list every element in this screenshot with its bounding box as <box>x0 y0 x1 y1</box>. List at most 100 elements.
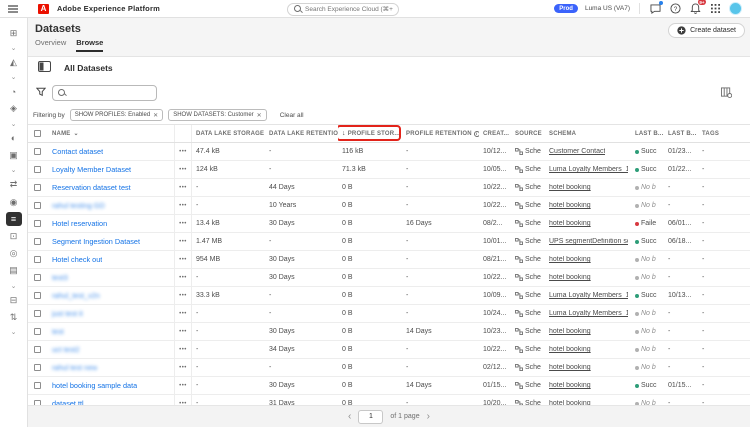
schemas-icon[interactable]: ⊟ <box>9 294 18 305</box>
schema-link[interactable]: hotel booking <box>549 382 591 389</box>
row-checkbox[interactable] <box>34 166 41 173</box>
schema-link[interactable]: Luma Loyalty Members_16... <box>549 166 628 173</box>
dashboards-icon[interactable]: ▤ <box>9 265 18 276</box>
row-actions-button[interactable]: ••• <box>179 400 187 407</box>
schema-link[interactable]: hotel booking <box>549 328 591 335</box>
dataset-name-link[interactable]: rahul_test_v2n <box>52 291 100 300</box>
row-checkbox[interactable] <box>34 328 41 335</box>
dataset-name-link[interactable]: Reservation dataset test <box>52 183 131 192</box>
row-actions-button[interactable]: ••• <box>179 148 187 155</box>
dataset-name-link[interactable]: Segment Ingestion Dataset <box>52 237 141 246</box>
dataset-name-link[interactable]: rahul testing GD <box>52 201 105 210</box>
row-checkbox[interactable] <box>34 382 41 389</box>
help-icon[interactable]: ? <box>669 2 682 15</box>
col-header-name[interactable]: NAME ⌄ <box>52 130 79 138</box>
dataset-name-link[interactable]: uct test2 <box>52 345 80 354</box>
segments-icon[interactable]: ◈ <box>10 103 17 114</box>
chevron-down-icon[interactable]: ⌄ <box>10 329 17 337</box>
schema-link[interactable]: Luma Loyalty Members_16... <box>549 292 628 299</box>
notifications-bell-icon[interactable]: 9+ <box>689 0 706 15</box>
select-all-checkbox[interactable] <box>34 130 41 137</box>
next-page-button[interactable]: › <box>426 410 430 422</box>
schema-link[interactable]: hotel booking <box>549 400 591 407</box>
row-checkbox[interactable] <box>34 220 41 227</box>
dataset-name-link[interactable]: Loyalty Member Dataset <box>52 165 132 174</box>
row-actions-button[interactable]: ••• <box>179 274 187 281</box>
dataset-search-input[interactable] <box>69 89 154 96</box>
queries-icon[interactable]: ⊡ <box>9 230 18 241</box>
datasets-icon[interactable]: ≡ <box>5 212 22 227</box>
col-header-last-batch-date[interactable]: LAST B... <box>668 130 697 137</box>
schema-link[interactable]: hotel booking <box>549 346 591 353</box>
schema-link[interactable]: hotel booking <box>549 220 591 227</box>
create-dataset-button[interactable]: Create dataset <box>668 23 745 38</box>
connections-icon[interactable]: ⊞ <box>9 27 18 38</box>
close-icon[interactable]: ✕ <box>153 112 159 119</box>
row-actions-button[interactable]: ••• <box>179 256 187 263</box>
row-actions-button[interactable]: ••• <box>179 364 187 371</box>
places-icon[interactable]: ◉ <box>9 196 18 207</box>
dataset-name-link[interactable]: hotel booking sample data <box>52 381 138 390</box>
chevron-down-icon[interactable]: ⌄ <box>10 282 17 290</box>
close-icon[interactable]: ✕ <box>256 112 262 119</box>
row-actions-button[interactable]: ••• <box>179 238 187 245</box>
schema-link[interactable]: hotel booking <box>549 184 591 191</box>
dataset-name-link[interactable]: dataset ttl <box>52 399 84 408</box>
chevron-down-icon[interactable]: ⌄ <box>10 74 17 82</box>
browser-icon[interactable]: ▣ <box>9 150 18 160</box>
panel-toggle-icon[interactable] <box>38 59 51 77</box>
workflows-icon[interactable]: ⇄ <box>9 179 18 190</box>
feedback-icon[interactable] <box>649 1 663 15</box>
dataset-search-box[interactable] <box>52 84 157 101</box>
dataset-name-link[interactable]: test3 <box>52 273 68 282</box>
experience-events-icon[interactable]: ◐ <box>10 133 17 144</box>
dataset-name-link[interactable]: Hotel reservation <box>52 219 108 228</box>
row-checkbox[interactable] <box>34 310 41 317</box>
page-number-input[interactable] <box>358 409 384 424</box>
row-actions-button[interactable]: ••• <box>179 346 187 353</box>
row-checkbox[interactable] <box>34 202 41 209</box>
menu-icon[interactable] <box>8 4 18 13</box>
col-header-created[interactable]: CREAT... <box>483 130 510 137</box>
row-checkbox[interactable] <box>34 274 41 281</box>
row-checkbox[interactable] <box>34 238 41 245</box>
filter-funnel-icon[interactable] <box>35 84 47 102</box>
chevron-down-icon[interactable]: ⌄ <box>10 44 17 52</box>
schema-link[interactable]: Luma Loyalty Members_16... <box>549 310 628 317</box>
dataset-name-link[interactable]: Hotel check out <box>52 255 103 264</box>
schema-link[interactable]: hotel booking <box>549 364 591 371</box>
dataset-name-link[interactable]: just test it <box>52 309 83 318</box>
col-header-schema[interactable]: SCHEMA <box>549 130 577 137</box>
col-header-data-lake-storage[interactable]: DATA LAKE STORAGE⌄ <box>196 130 265 137</box>
row-actions-button[interactable]: ••• <box>179 310 187 317</box>
schema-link[interactable]: Customer Contact <box>549 148 606 155</box>
row-actions-button[interactable]: ••• <box>179 184 187 191</box>
sources-icon[interactable]: ⇅ <box>9 311 18 322</box>
tab-browse[interactable]: Browse <box>76 38 104 52</box>
row-actions-button[interactable]: ••• <box>179 220 187 227</box>
schema-link[interactable]: UPS segmentDefinition sch... <box>549 238 628 245</box>
schema-link[interactable]: hotel booking <box>549 274 591 281</box>
row-actions-button[interactable]: ••• <box>179 202 187 209</box>
row-checkbox[interactable] <box>34 184 41 191</box>
schema-link[interactable]: hotel booking <box>549 202 591 209</box>
dataset-name-link[interactable]: rahul test new <box>52 363 98 372</box>
row-actions-button[interactable]: ••• <box>179 166 187 173</box>
column-settings-icon[interactable] <box>721 85 733 103</box>
col-header-tags[interactable]: TAGS <box>702 130 720 137</box>
org-switcher[interactable]: Luma US (VA7) <box>584 5 630 12</box>
row-actions-button[interactable]: ••• <box>179 328 187 335</box>
monitoring-icon[interactable]: ◎ <box>9 248 18 259</box>
audiences-icon[interactable]: ◭ <box>10 56 17 67</box>
dataset-name-link[interactable]: test <box>52 327 64 336</box>
user-avatar[interactable] <box>729 2 742 15</box>
info-icon[interactable]: i <box>473 130 479 137</box>
schema-link[interactable]: hotel booking <box>549 256 591 263</box>
row-checkbox[interactable] <box>34 148 41 155</box>
row-checkbox[interactable] <box>34 292 41 299</box>
row-actions-button[interactable]: ••• <box>179 382 187 389</box>
row-checkbox[interactable] <box>34 364 41 371</box>
app-switcher-icon[interactable] <box>709 2 722 15</box>
